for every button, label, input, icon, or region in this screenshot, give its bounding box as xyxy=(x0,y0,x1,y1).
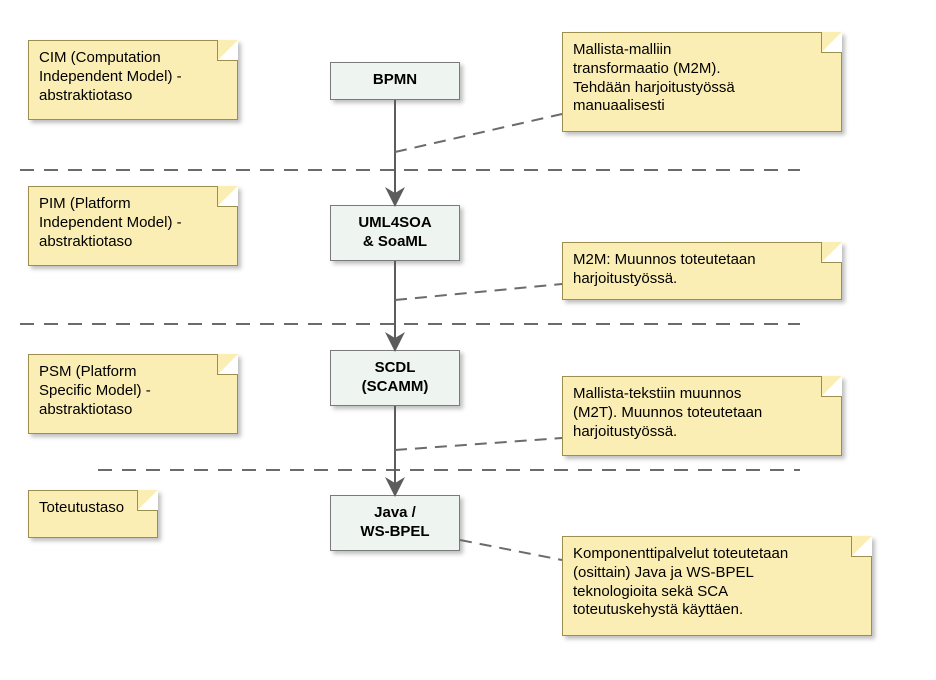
node-bpmn-label: BPMN xyxy=(373,71,417,88)
node-uml4soa: UML4SOA& SoaML xyxy=(330,205,460,261)
node-java-label: Java /WS-BPEL xyxy=(360,504,429,540)
note-toteutustaso-text: Toteutustaso xyxy=(39,499,124,516)
connector-m2t xyxy=(395,438,562,450)
note-cim-text: CIM (ComputationIndependent Model) -abst… xyxy=(39,49,182,104)
note-fold-icon xyxy=(217,40,238,61)
node-uml4soa-label: UML4SOA& SoaML xyxy=(358,214,431,250)
node-scdl: SCDL(SCAMM) xyxy=(330,350,460,406)
note-psm: PSM (PlatformSpecific Model) -abstraktio… xyxy=(28,354,238,434)
note-pim: PIM (PlatformIndependent Model) -abstrak… xyxy=(28,186,238,266)
note-fold-icon xyxy=(821,376,842,397)
node-scdl-label: SCDL(SCAMM) xyxy=(362,359,429,395)
note-fold-icon xyxy=(821,242,842,263)
note-fold-icon xyxy=(217,186,238,207)
note-impl-text: Komponenttipalvelut toteutetaan(osittain… xyxy=(573,545,788,618)
note-fold-icon xyxy=(217,354,238,375)
note-psm-text: PSM (PlatformSpecific Model) -abstraktio… xyxy=(39,363,151,418)
note-impl: Komponenttipalvelut toteutetaan(osittain… xyxy=(562,536,872,636)
note-toteutustaso: Toteutustaso xyxy=(28,490,158,538)
node-bpmn: BPMN xyxy=(330,62,460,100)
connector-m2m2 xyxy=(395,284,562,300)
node-java: Java /WS-BPEL xyxy=(330,495,460,551)
note-m2m1-text: Mallista-malliintransformaatio (M2M).Teh… xyxy=(573,41,735,114)
note-fold-icon xyxy=(851,536,872,557)
note-cim: CIM (ComputationIndependent Model) -abst… xyxy=(28,40,238,120)
note-fold-icon xyxy=(137,490,158,511)
note-fold-icon xyxy=(821,32,842,53)
note-pim-text: PIM (PlatformIndependent Model) -abstrak… xyxy=(39,195,182,250)
connector-m2m1 xyxy=(395,114,562,152)
note-m2m2: M2M: Muunnos toteutetaanharjoitustyössä. xyxy=(562,242,842,300)
connector-impl xyxy=(460,540,562,560)
note-m2m1: Mallista-malliintransformaatio (M2M).Teh… xyxy=(562,32,842,132)
note-m2m2-text: M2M: Muunnos toteutetaanharjoitustyössä. xyxy=(573,251,756,287)
note-m2t: Mallista-tekstiin muunnos(M2T). Muunnos … xyxy=(562,376,842,456)
note-m2t-text: Mallista-tekstiin muunnos(M2T). Muunnos … xyxy=(573,385,762,440)
